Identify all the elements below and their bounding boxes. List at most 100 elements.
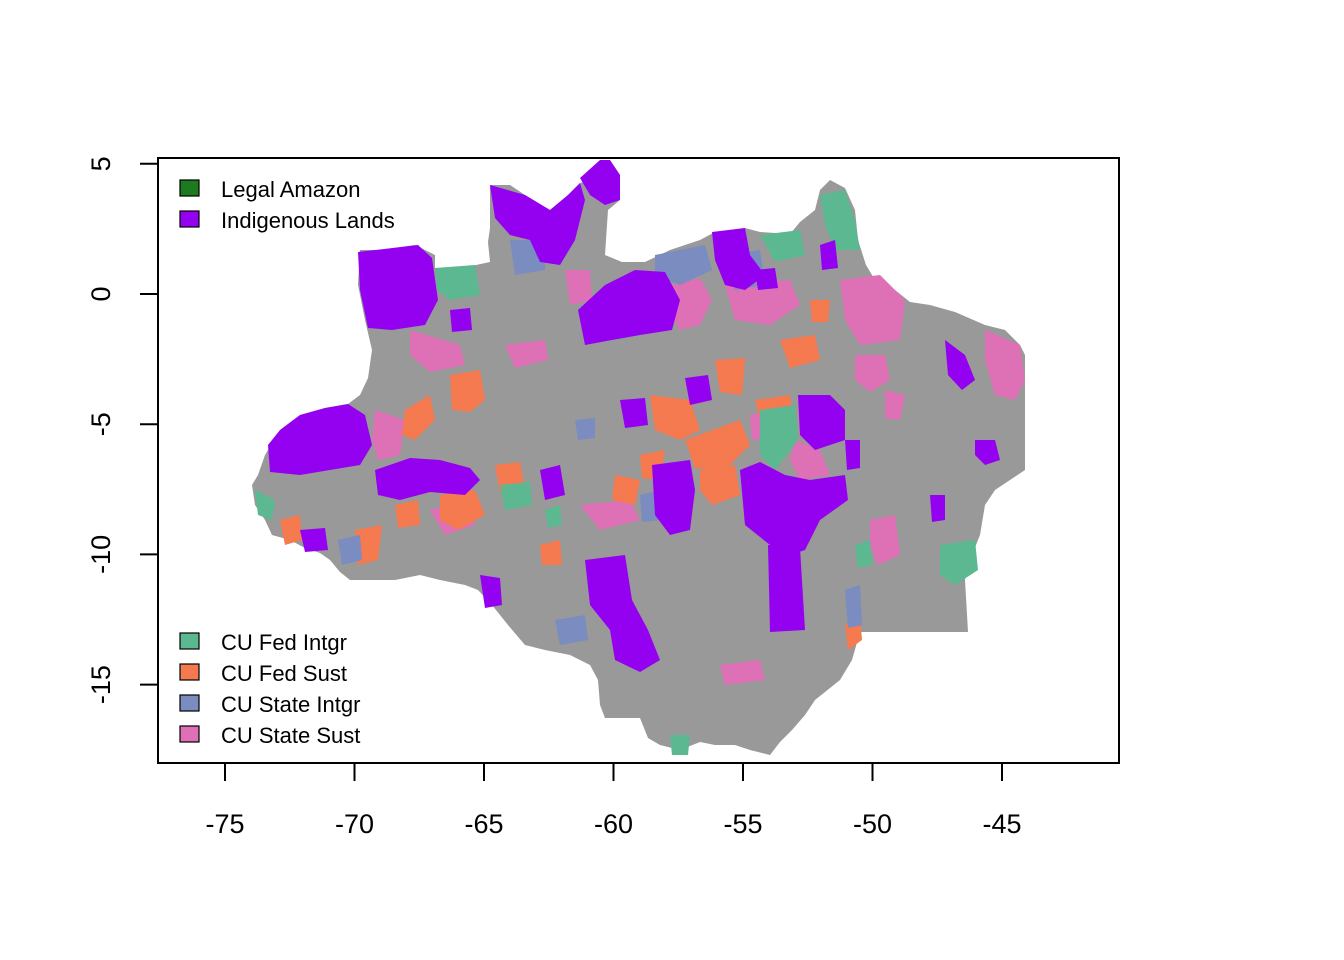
legend-label-indigenous-lands: Indigenous Lands: [221, 208, 395, 233]
legend-bottom: CU Fed Intgr CU Fed Sust CU State Intgr …: [179, 630, 360, 748]
cu-fed-sust-polygon: [402, 395, 435, 440]
indigenous-land-polygon: [480, 575, 502, 608]
x-tick-label: -50: [853, 809, 892, 839]
cu-fed-sust-polygon: [810, 300, 830, 322]
indigenous-land-polygon: [755, 268, 778, 290]
cu-state-sust-polygon: [790, 440, 830, 480]
x-axis: -75 -70 -65 -60 -55 -50 -45: [205, 763, 1022, 839]
y-tick-label: -15: [86, 665, 116, 704]
indigenous-land-polygon: [578, 270, 680, 345]
legend-label-cu-fed-intgr: CU Fed Intgr: [221, 630, 347, 655]
x-tick-label: -45: [982, 809, 1021, 839]
indigenous-land-polygon: [375, 458, 480, 500]
cu-state-intgr-polygon: [338, 535, 362, 565]
cu-fed-sust-polygon: [355, 525, 382, 565]
cu-fed-intgr-polygon: [855, 540, 872, 568]
y-axis: 5 0 -5 -10 -15: [86, 156, 158, 704]
cu-fed-intgr-polygon: [255, 490, 275, 520]
cu-state-sust-polygon: [985, 330, 1025, 400]
legend-swatch-cu-state-intgr: [179, 694, 200, 712]
cu-state-sust-polygon: [565, 270, 592, 305]
indigenous-land-polygon: [268, 404, 372, 475]
indigenous-land-polygon: [450, 308, 472, 332]
legend-swatch-cu-fed-sust: [179, 663, 200, 681]
legal-amazon-region: [252, 160, 1025, 755]
cu-state-sust-polygon: [885, 390, 905, 420]
cu-fed-sust-polygon: [715, 358, 745, 395]
x-tick-label: -75: [205, 809, 244, 839]
indigenous-land-polygon: [975, 440, 1000, 465]
indigenous-land-polygon: [540, 465, 565, 500]
cu-state-sust-polygon: [580, 500, 640, 530]
cu-state-sust-polygons: [372, 270, 1025, 685]
cu-fed-intgr-polygon: [760, 230, 805, 262]
map-layers: [252, 160, 1025, 755]
cu-state-sust-polygon: [870, 515, 900, 565]
cu-state-sust-polygon: [505, 340, 548, 368]
cu-fed-intgr-polygon: [435, 265, 480, 300]
cu-fed-sust-polygon: [540, 540, 562, 565]
cu-state-sust-polygon: [720, 660, 765, 685]
cu-state-intgr-polygon: [845, 585, 862, 628]
y-tick-label: 5: [86, 156, 116, 171]
cu-fed-intgr-polygon: [940, 540, 978, 585]
cu-fed-sust-polygon: [612, 475, 640, 505]
cu-state-sust-polygon: [725, 280, 800, 325]
indigenous-land-polygon: [490, 183, 585, 265]
cu-state-intgr-polygon: [575, 418, 595, 440]
cu-fed-sust-polygon: [280, 515, 302, 545]
cu-state-intgr-polygon: [555, 615, 588, 645]
cu-state-sust-polygon: [855, 355, 890, 392]
legend-label-cu-state-sust: CU State Sust: [221, 723, 360, 748]
indigenous-land-polygon: [620, 398, 648, 428]
indigenous-land-polygon: [580, 160, 620, 205]
legend-swatch-indigenous-lands: [179, 210, 200, 228]
x-tick-label: -55: [723, 809, 762, 839]
legend-label-cu-fed-sust: CU Fed Sust: [221, 661, 347, 686]
cu-state-sust-polygon: [372, 410, 405, 460]
cu-fed-intgr-polygon: [670, 735, 690, 755]
cu-fed-sust-polygon: [780, 335, 820, 368]
indigenous-land-polygon: [358, 245, 438, 330]
cu-fed-sust-polygon: [450, 370, 485, 412]
legend-swatch-cu-state-sust: [179, 725, 200, 743]
cu-state-sust-polygon: [410, 330, 465, 372]
indigenous-land-polygon: [685, 375, 712, 405]
cu-state-sust-polygon: [668, 278, 712, 330]
cu-fed-sust-polygon: [440, 490, 485, 530]
indigenous-land-polygon: [930, 495, 945, 522]
indigenous-land-polygon: [740, 462, 848, 555]
indigenous-land-polygon: [845, 440, 860, 470]
cu-fed-sust-polygon: [685, 420, 750, 470]
cu-fed-sust-polygon: [395, 500, 420, 528]
legend-label-cu-state-intgr: CU State Intgr: [221, 692, 360, 717]
x-tick-label: -60: [594, 809, 633, 839]
plot-frame: [157, 157, 1120, 764]
cu-fed-intgr-polygon: [760, 405, 798, 470]
cu-fed-intgr-polygon: [820, 190, 860, 250]
cu-fed-intgr-polygon: [500, 482, 532, 510]
indigenous-land-polygon: [945, 340, 975, 390]
legend-swatch-legal-amazon: [179, 179, 200, 197]
indigenous-land-polygon: [820, 240, 838, 270]
indigenous-land-polygon: [768, 545, 805, 632]
cu-fed-sust-polygon: [650, 395, 700, 440]
indigenous-land-polygon: [652, 460, 695, 535]
x-tick-label: -65: [464, 809, 503, 839]
y-tick-label: 0: [86, 286, 116, 301]
indigenous-land-polygon: [585, 555, 660, 672]
indigenous-land-polygon: [712, 228, 765, 290]
x-tick-label: -70: [335, 809, 374, 839]
indigenous-lands-polygons: [268, 160, 1000, 672]
y-tick-label: -10: [86, 535, 116, 574]
cu-fed-intgr-polygon: [545, 505, 562, 528]
cu-fed-sust-polygon: [700, 465, 740, 505]
legend-top: Legal Amazon Indigenous Lands: [179, 177, 395, 233]
cu-state-intgr-polygon: [655, 245, 712, 285]
indigenous-land-polygon: [300, 528, 328, 552]
indigenous-land-polygon: [798, 395, 845, 450]
legend-label-legal-amazon: Legal Amazon: [221, 177, 360, 202]
cu-state-sust-polygon: [840, 275, 905, 345]
y-tick-label: -5: [86, 412, 116, 436]
